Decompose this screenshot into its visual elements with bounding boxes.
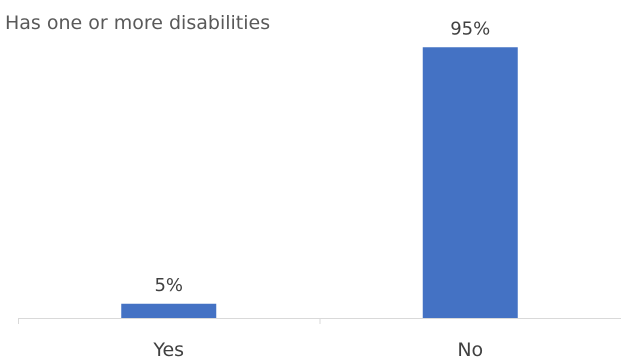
x-axis	[18, 318, 621, 324]
data-label-no: 95%	[450, 18, 490, 39]
data-label-yes: 5%	[154, 275, 183, 296]
bar-no	[422, 47, 518, 318]
bar-yes	[121, 303, 217, 318]
labels-group: 5% Yes 95% No	[152, 18, 490, 361]
x-tick-label-yes: Yes	[152, 339, 184, 361]
chart-title: Has one or more disabilities	[5, 12, 271, 34]
bars-group	[121, 47, 518, 318]
x-tick-label-no: No	[457, 339, 483, 361]
